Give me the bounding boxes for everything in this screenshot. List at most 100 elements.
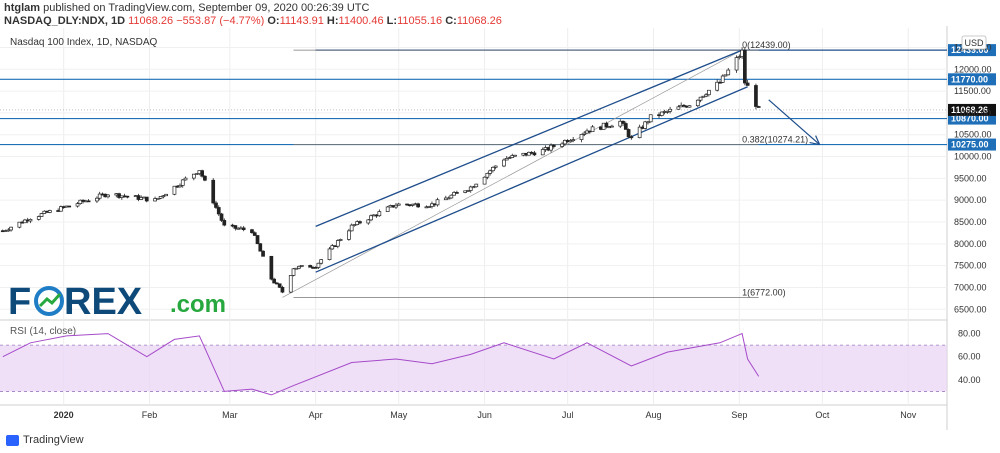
candle-body[interactable] <box>435 199 440 206</box>
time-axis[interactable]: 2020 Feb Mar Apr May Jun Jul Aug Sep Oct Nov <box>54 410 917 420</box>
candle-body[interactable] <box>648 114 653 123</box>
candle-body[interactable] <box>191 173 196 179</box>
candle-body[interactable] <box>219 213 224 221</box>
candle-body[interactable] <box>216 207 221 215</box>
candle-body[interactable] <box>200 170 204 177</box>
candle-body[interactable] <box>330 245 335 250</box>
candle-body[interactable] <box>164 193 168 197</box>
candle-body[interactable] <box>338 239 343 241</box>
candle-body[interactable] <box>335 240 340 247</box>
candle-body[interactable] <box>59 206 63 212</box>
candle-body[interactable] <box>446 197 451 200</box>
candle-body[interactable] <box>579 134 584 140</box>
candle-body[interactable] <box>241 227 246 231</box>
candle-body[interactable] <box>153 198 157 202</box>
candle-body[interactable] <box>643 121 648 129</box>
candle-body[interactable] <box>352 224 357 226</box>
candle-body[interactable] <box>39 213 44 217</box>
candle-body[interactable] <box>560 143 564 147</box>
candle-body[interactable] <box>125 195 130 198</box>
candle-body[interactable] <box>745 82 750 86</box>
candle-body[interactable] <box>299 265 304 267</box>
candle-body[interactable] <box>396 203 401 206</box>
candle-body[interactable] <box>466 190 470 192</box>
candle-body[interactable] <box>568 140 573 143</box>
channel-upper[interactable] <box>315 49 743 227</box>
candle-body[interactable] <box>527 151 531 156</box>
candle-body[interactable] <box>252 232 257 236</box>
candle-body[interactable] <box>158 196 163 199</box>
candle-body[interactable] <box>23 219 27 224</box>
candle-body[interactable] <box>707 89 711 96</box>
candle-body[interactable] <box>488 170 492 174</box>
candle-body[interactable] <box>474 183 479 188</box>
candle-body[interactable] <box>455 192 459 194</box>
candle-body[interactable] <box>67 205 72 208</box>
candle-body[interactable] <box>288 275 293 293</box>
author-name[interactable]: htglam <box>4 2 41 14</box>
chart-canvas[interactable]: Nasdaq 100 Index, 1D, NASDAQ RSI (14, cl… <box>0 26 1000 430</box>
candle-body[interactable] <box>222 220 227 226</box>
candle-body[interactable] <box>551 144 556 147</box>
candle-body[interactable] <box>416 203 420 208</box>
candle-body[interactable] <box>172 185 177 195</box>
candle-body[interactable] <box>366 219 371 224</box>
candle-body[interactable] <box>161 195 166 198</box>
candle-body[interactable] <box>604 122 609 128</box>
candle-body[interactable] <box>194 173 199 176</box>
candle-body[interactable] <box>258 243 263 252</box>
rsi-line[interactable] <box>2 332 760 396</box>
candle-body[interactable] <box>695 99 700 107</box>
candle-body[interactable] <box>629 136 634 139</box>
candle-body[interactable] <box>78 199 83 204</box>
currency-badge[interactable] <box>961 35 987 50</box>
candle-body[interactable] <box>485 172 490 178</box>
candle-body[interactable] <box>214 202 218 208</box>
candle-body[interactable] <box>563 139 567 145</box>
candle-body[interactable] <box>358 221 362 224</box>
candle-body[interactable] <box>36 216 41 220</box>
candlestick-series[interactable] <box>0 47 761 294</box>
candle-body[interactable] <box>626 129 631 138</box>
channel-lower[interactable] <box>315 86 748 273</box>
candle-body[interactable] <box>255 235 260 245</box>
candle-body[interactable] <box>665 110 670 113</box>
candle-body[interactable] <box>623 123 628 130</box>
candle-body[interactable] <box>590 126 595 133</box>
candle-body[interactable] <box>261 250 265 257</box>
candle-body[interactable] <box>726 69 731 76</box>
candle-body[interactable] <box>468 186 473 191</box>
candle-body[interactable] <box>233 225 238 229</box>
candle-body[interactable] <box>277 283 282 288</box>
candle-body[interactable] <box>504 158 509 161</box>
candle-body[interactable] <box>698 96 703 101</box>
candle-body[interactable] <box>211 179 216 204</box>
candle-body[interactable] <box>349 224 354 232</box>
candle-body[interactable] <box>754 85 758 107</box>
candle-body[interactable] <box>178 185 182 188</box>
candle-body[interactable] <box>17 221 22 228</box>
candle-body[interactable] <box>621 120 625 124</box>
candle-body[interactable] <box>297 265 301 269</box>
candle-body[interactable] <box>532 152 537 156</box>
candle-body[interactable] <box>319 259 324 264</box>
candle-body[interactable] <box>327 248 332 260</box>
candle-body[interactable] <box>676 106 681 110</box>
candle-body[interactable] <box>571 139 576 141</box>
candle-body[interactable] <box>549 144 553 151</box>
candle-body[interactable] <box>723 74 728 77</box>
candle-body[interactable] <box>291 268 296 276</box>
candle-body[interactable] <box>687 105 692 108</box>
candle-body[interactable] <box>756 106 761 108</box>
candle-body[interactable] <box>369 215 373 221</box>
candle-body[interactable] <box>75 203 80 207</box>
candle-body[interactable] <box>449 194 454 199</box>
candle-body[interactable] <box>144 196 149 202</box>
candle-body[interactable] <box>637 126 642 139</box>
candle-body[interactable] <box>513 154 517 157</box>
candle-body[interactable] <box>646 121 650 124</box>
candle-body[interactable] <box>313 267 318 269</box>
candle-body[interactable] <box>659 111 664 116</box>
candle-body[interactable] <box>491 166 495 172</box>
candle-body[interactable] <box>427 206 432 208</box>
